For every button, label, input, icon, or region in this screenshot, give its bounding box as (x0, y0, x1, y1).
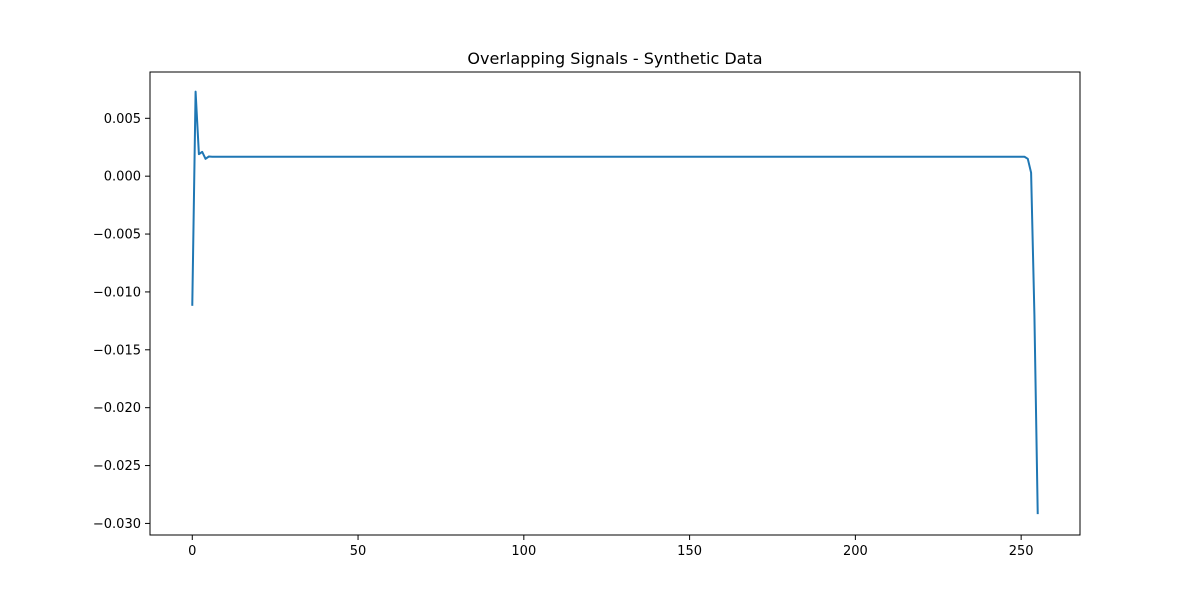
x-tick-label: 150 (677, 544, 702, 559)
x-tick-label: 250 (1009, 544, 1034, 559)
x-tick-label: 50 (350, 544, 367, 559)
x-tick-label: 100 (511, 544, 536, 559)
y-tick-label: 0.005 (104, 112, 141, 127)
axes-layer: 0 50 100 150 200 250 0.005 0.000 −0.005 −0.010 −0.… (93, 71, 1081, 559)
x-tick-label: 0 (188, 544, 196, 559)
y-tick-label: −0.020 (93, 401, 141, 416)
y-tick-label: −0.030 (93, 517, 141, 532)
plot-frame (149, 71, 1081, 536)
series-layer (191, 90, 1039, 515)
y-tick-label: −0.015 (93, 343, 141, 358)
chart-title: Overlapping Signals - Synthetic Data (467, 49, 762, 68)
series-line-0 (191, 90, 1039, 515)
x-tick-label: 200 (843, 544, 868, 559)
y-tick-label: −0.005 (93, 228, 141, 243)
y-tick-label: −0.010 (93, 285, 141, 300)
y-tick-label: −0.025 (93, 459, 141, 474)
y-tick-label: 0.000 (104, 170, 141, 185)
